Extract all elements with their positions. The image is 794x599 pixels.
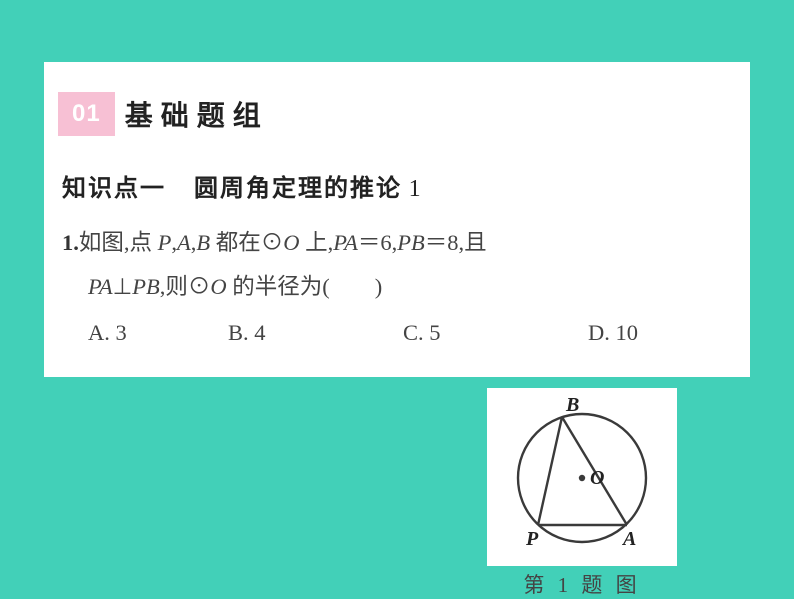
figure-1: B O P A 第 1 题 图 <box>472 388 692 599</box>
question-1-line-2: PA⊥PB,则⊙O 的半径为( ) <box>62 265 724 309</box>
var-a: A <box>177 230 191 255</box>
option-d-value: 10 <box>616 320 639 345</box>
paper-card: 01 基础题组 知识点一圆周角定理的推论 1 1.如图,点 P,A,B 都在⊙O… <box>44 62 750 377</box>
text: 上, <box>300 230 334 255</box>
svg-text:A: A <box>621 528 636 550</box>
question-1-options: A. 3 B. 4 C. 5 D. 10 <box>62 311 724 355</box>
section-header: 01 基础题组 <box>58 92 724 136</box>
option-a-value: 3 <box>116 320 127 345</box>
perp-symbol: ⊥ <box>113 274 133 299</box>
option-a-label: A. <box>88 320 110 345</box>
var-pb2: PB <box>132 274 160 299</box>
text: 的半径为( ) <box>227 274 383 299</box>
text: 都在⊙ <box>210 230 283 255</box>
var-o2: O <box>210 274 226 299</box>
kp-name: 圆周角定理的推论 <box>194 175 402 202</box>
text: ,且 <box>459 230 487 255</box>
var-b: B <box>196 230 210 255</box>
section-number-badge: 01 <box>58 92 115 136</box>
text: ,则⊙ <box>160 274 211 299</box>
var-pa2: PA <box>88 274 113 299</box>
option-b: B. 4 <box>228 311 403 355</box>
option-b-value: 4 <box>254 320 265 345</box>
text: 如图,点 <box>79 230 158 255</box>
option-d: D. 10 <box>588 311 638 355</box>
option-c-label: C. <box>403 320 424 345</box>
var-pa: PA <box>333 230 358 255</box>
option-b-label: B. <box>228 320 249 345</box>
option-c: C. 5 <box>403 311 588 355</box>
kp-label: 知识点一 <box>62 175 166 202</box>
option-a: A. 3 <box>88 311 228 355</box>
val-8: 8 <box>447 230 458 255</box>
svg-text:B: B <box>565 394 579 416</box>
knowledge-point-heading: 知识点一 圆周角定理的推论 1 <box>62 168 724 203</box>
svg-text:O: O <box>590 467 604 489</box>
figure-1-caption: 第 1 题 图 <box>472 569 692 599</box>
question-1-line-1: 1.如图,点 P,A,B 都在⊙O 上,PA＝6,PB＝8,且 <box>62 221 724 265</box>
question-1: 1.如图,点 P,A,B 都在⊙O 上,PA＝6,PB＝8,且 PA⊥PB,则⊙… <box>62 221 724 355</box>
val-6: 6 <box>380 230 391 255</box>
var-pb: PB <box>397 230 425 255</box>
var-o: O <box>283 230 299 255</box>
option-d-label: D. <box>588 320 610 345</box>
option-c-value: 5 <box>429 320 440 345</box>
section-title: 基础题组 <box>125 94 269 134</box>
figure-1-diagram: B O P A <box>487 388 677 566</box>
svg-text:P: P <box>525 528 539 550</box>
text: ＝ <box>358 230 381 255</box>
q-number: 1. <box>62 230 79 255</box>
var-p: P <box>158 230 172 255</box>
kp-number: 1 <box>409 176 421 202</box>
text: ＝ <box>425 230 448 255</box>
